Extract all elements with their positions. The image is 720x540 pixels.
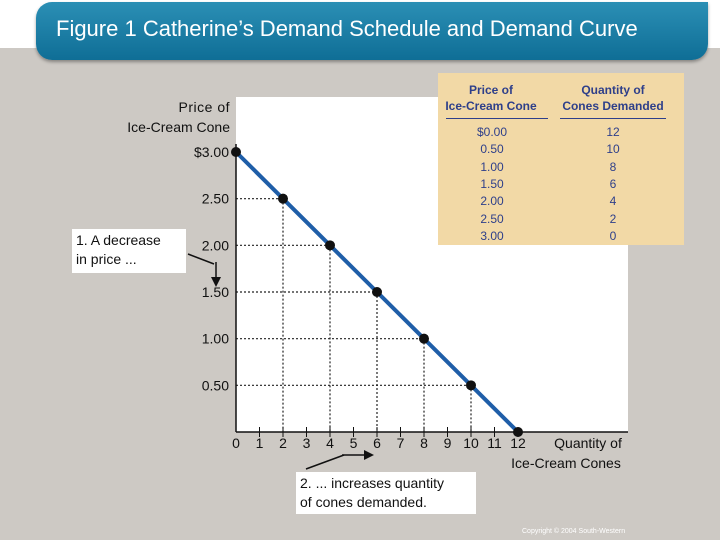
x-tick-label-6: 6 — [373, 435, 381, 451]
price-arrow-head — [211, 277, 221, 287]
x-tick-label-12: 12 — [510, 435, 526, 451]
x-tick-label-4: 4 — [326, 435, 334, 451]
table-cell-price: 1.50 — [480, 176, 504, 191]
table-cell-price: 3.00 — [480, 228, 504, 243]
slide-title: Figure 1 Catherine’s Demand Schedule and… — [56, 16, 638, 41]
table-cell-price: 1.00 — [480, 159, 504, 174]
table-header-price-line-2: Ice-Cream Cone — [445, 99, 537, 113]
table-header-quantity-line-1: Quantity of — [581, 83, 645, 97]
table-cell-quantity: 2 — [609, 211, 617, 226]
quantity-note-line-1: 2. ... increases quantity — [300, 475, 444, 491]
table-cell-price: 2.50 — [480, 211, 504, 226]
y-axis-title-line-2: Ice-Cream Cone — [127, 119, 230, 135]
x-axis-title-line-2: Ice-Cream Cones — [511, 455, 621, 471]
x-tick-label-10: 10 — [463, 435, 479, 451]
table-cell-price: 2.00 — [480, 194, 504, 209]
demand-point-6 — [513, 427, 523, 437]
table-header-price: Price of Ice-Cream Cone — [432, 82, 550, 114]
demand-point-4 — [419, 333, 429, 344]
x-tick-label-2: 2 — [279, 435, 287, 451]
table-cell-quantity: 4 — [609, 194, 617, 209]
x-tick-label-5: 5 — [350, 435, 358, 451]
y-tick-label-2: 2.00 — [202, 237, 229, 253]
demand-point-2 — [325, 240, 335, 251]
price-note-line-2: in price ... — [76, 251, 137, 267]
demand-point-1 — [278, 193, 288, 204]
y-tick-label-0: $3.00 — [194, 144, 229, 160]
x-tick-label-3: 3 — [303, 435, 311, 451]
x-axis-title-line-1: Quantity of — [554, 435, 622, 451]
demand-point-0 — [231, 147, 241, 157]
table-cell-quantity: 8 — [609, 159, 617, 174]
table-header-quantity-line-2: Cones Demanded — [562, 99, 664, 113]
table-header-quantity: Quantity of Cones Demanded — [554, 82, 672, 114]
x-tick-label-8: 8 — [420, 435, 428, 451]
quantity-arrow-head — [364, 450, 374, 460]
y-tick-label-5: 0.50 — [202, 377, 229, 393]
table-header-price-line-1: Price of — [468, 83, 513, 97]
table-header-rule-price — [446, 118, 548, 119]
table-cell-quantity: 10 — [606, 142, 620, 157]
x-tick-label-9: 9 — [444, 435, 452, 451]
x-tick-label-0: 0 — [232, 435, 240, 451]
y-tick-label-4: 1.00 — [202, 331, 229, 347]
x-tick-label-1: 1 — [256, 435, 264, 451]
y-axis-title-line-1: Price of — [179, 99, 230, 115]
y-tick-label-1: 2.50 — [202, 191, 229, 207]
demand-point-5 — [466, 380, 476, 391]
table-cell-quantity: 6 — [609, 176, 617, 191]
quantity-note-line-2: of cones demanded. — [300, 494, 427, 510]
x-tick-label-11: 11 — [487, 435, 502, 451]
quantity-arrow-connector — [305, 454, 345, 470]
price-arrow-connector — [187, 253, 215, 265]
table-header-rule-quantity — [560, 118, 666, 119]
demand-schedule-table: Price of Ice-Cream Cone Quantity of Cone… — [438, 73, 684, 245]
table-cell-quantity: 12 — [606, 125, 620, 139]
quantity-increase-note: 2. ... increases quantity of cones deman… — [296, 472, 476, 514]
title-banner — [36, 2, 708, 60]
y-tick-label-3: 1.50 — [202, 284, 229, 300]
copyright-notice: Copyright © 2004 South-Western — [522, 528, 626, 535]
table-cell-price: 0.50 — [480, 142, 504, 157]
table-cell-price: $0.00 — [476, 125, 508, 139]
table-cell-quantity: 0 — [609, 228, 617, 243]
x-tick-label-7: 7 — [397, 435, 405, 451]
demand-point-3 — [372, 287, 382, 297]
price-note-line-1: 1. A decrease — [76, 232, 161, 248]
price-decrease-note: 1. A decrease in price ... — [72, 229, 186, 273]
